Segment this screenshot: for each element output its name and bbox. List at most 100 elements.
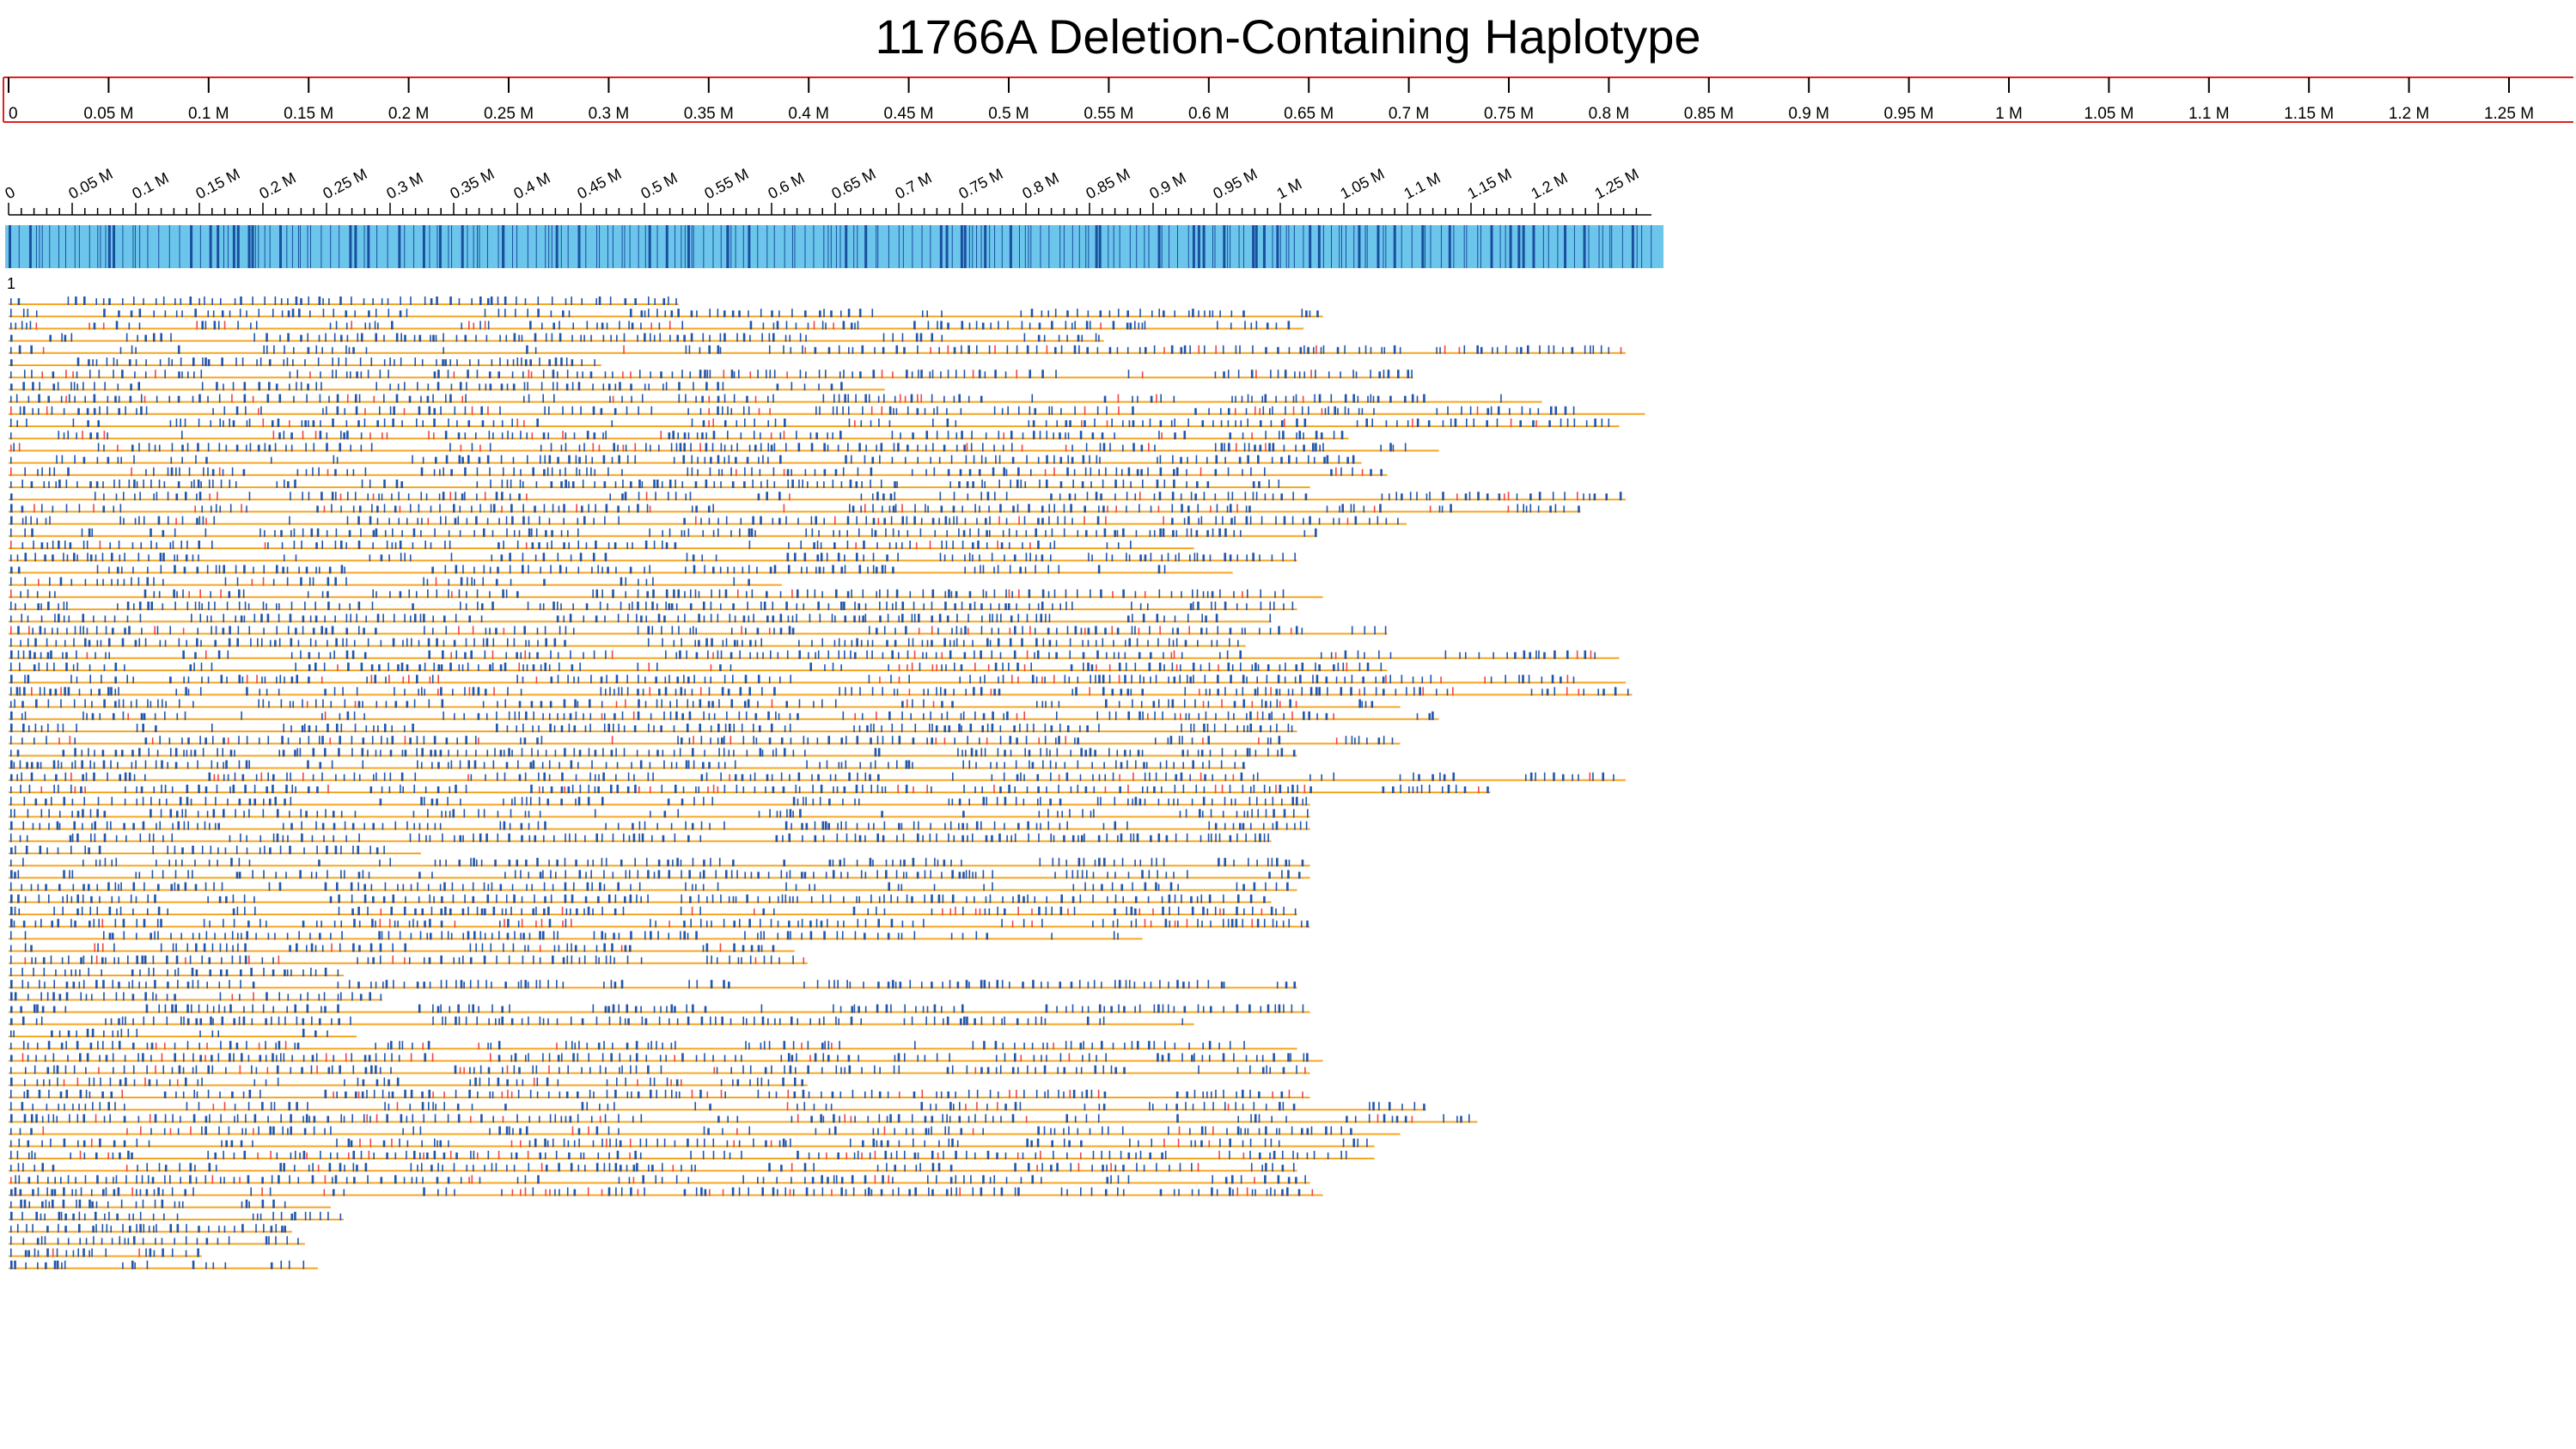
match-mark [1195, 455, 1198, 464]
match-mark [1209, 749, 1212, 757]
match-mark [622, 480, 624, 488]
match-mark [1584, 345, 1586, 354]
mismatch-mark [931, 626, 933, 635]
match-mark [840, 602, 843, 610]
match-mark [10, 359, 13, 366]
match-mark [578, 456, 581, 464]
match-mark [959, 676, 961, 684]
match-mark [1244, 492, 1247, 501]
match-mark [1299, 675, 1302, 684]
match-mark [1055, 639, 1058, 647]
match-mark [685, 394, 687, 403]
match-mark [136, 724, 138, 732]
match-mark [482, 638, 485, 647]
match-mark [344, 566, 345, 574]
match-mark [941, 541, 943, 549]
match-mark [362, 737, 365, 745]
match-mark [1527, 345, 1529, 354]
match-mark [535, 481, 538, 488]
match-mark [223, 614, 225, 623]
match-mark [682, 455, 686, 464]
match-mark [21, 542, 24, 549]
match-mark [626, 675, 628, 684]
match-mark [920, 517, 923, 525]
match-mark [629, 566, 632, 574]
match-mark [506, 725, 509, 732]
match-mark [316, 505, 319, 513]
match-mark [1529, 651, 1532, 659]
match-mark [986, 542, 988, 549]
match-mark [685, 493, 687, 501]
match-mark [1095, 492, 1098, 501]
match-mark [1011, 456, 1015, 464]
match-mark [1149, 419, 1151, 427]
match-mark [1242, 468, 1243, 476]
match-mark [844, 615, 847, 623]
match-mark [398, 517, 400, 525]
haplotype-variant-mark [902, 225, 904, 268]
match-mark [444, 431, 448, 440]
mismatch-mark [1017, 676, 1019, 684]
match-mark [730, 444, 733, 452]
match-mark [1129, 749, 1132, 757]
match-mark [768, 333, 771, 342]
match-mark [1246, 554, 1248, 562]
match-mark [66, 627, 68, 635]
haplotype-variant-mark [577, 225, 581, 268]
match-mark [15, 603, 16, 610]
match-mark [264, 443, 266, 452]
match-mark [144, 737, 148, 745]
match-mark [901, 614, 904, 623]
match-mark [911, 371, 913, 379]
match-mark [681, 481, 684, 488]
haplotype-variant-mark [251, 225, 254, 268]
haplotype-axis-tick-label: 0.25 M [320, 165, 369, 202]
match-mark [637, 711, 640, 720]
match-mark [1463, 345, 1466, 354]
match-mark [532, 467, 535, 476]
haplotype-variant-mark [794, 225, 796, 268]
match-mark [974, 602, 976, 610]
match-mark [851, 687, 852, 696]
match-mark [475, 749, 477, 757]
match-mark [965, 749, 967, 757]
match-mark [919, 663, 921, 671]
match-mark [885, 528, 887, 537]
match-mark [174, 528, 176, 537]
match-mark [200, 481, 202, 488]
match-mark [34, 724, 37, 732]
match-mark [718, 699, 720, 708]
match-mark [583, 712, 584, 720]
match-mark [522, 481, 524, 488]
haplotype-axis: 0 0.05 M 0.1 M 0.15 M 0.2 M 0.25 M 0.3 M 0.35 M… [2, 165, 1651, 216]
match-mark [1421, 676, 1424, 684]
match-mark [335, 528, 338, 537]
match-mark [1594, 419, 1596, 427]
match-mark [861, 481, 863, 488]
match-mark [386, 737, 388, 745]
match-mark [27, 589, 29, 598]
match-mark [875, 566, 878, 574]
match-mark [210, 420, 212, 427]
match-mark [818, 566, 821, 574]
match-mark [448, 419, 449, 427]
match-mark [847, 309, 851, 318]
match-mark [1393, 345, 1396, 354]
match-mark [684, 590, 686, 598]
match-mark [1619, 492, 1622, 501]
match-mark [615, 675, 619, 684]
match-mark [318, 736, 320, 745]
match-mark [588, 699, 591, 708]
match-mark [475, 432, 477, 440]
match-mark [913, 602, 915, 610]
haplotype-variant-mark [49, 225, 51, 268]
match-mark [862, 589, 864, 598]
match-mark [640, 310, 644, 318]
match-mark [1340, 371, 1341, 379]
match-mark [678, 394, 681, 403]
match-mark [1371, 419, 1374, 427]
match-mark [280, 529, 283, 537]
match-mark [893, 688, 895, 696]
match-mark [852, 505, 855, 513]
match-mark [579, 663, 581, 671]
